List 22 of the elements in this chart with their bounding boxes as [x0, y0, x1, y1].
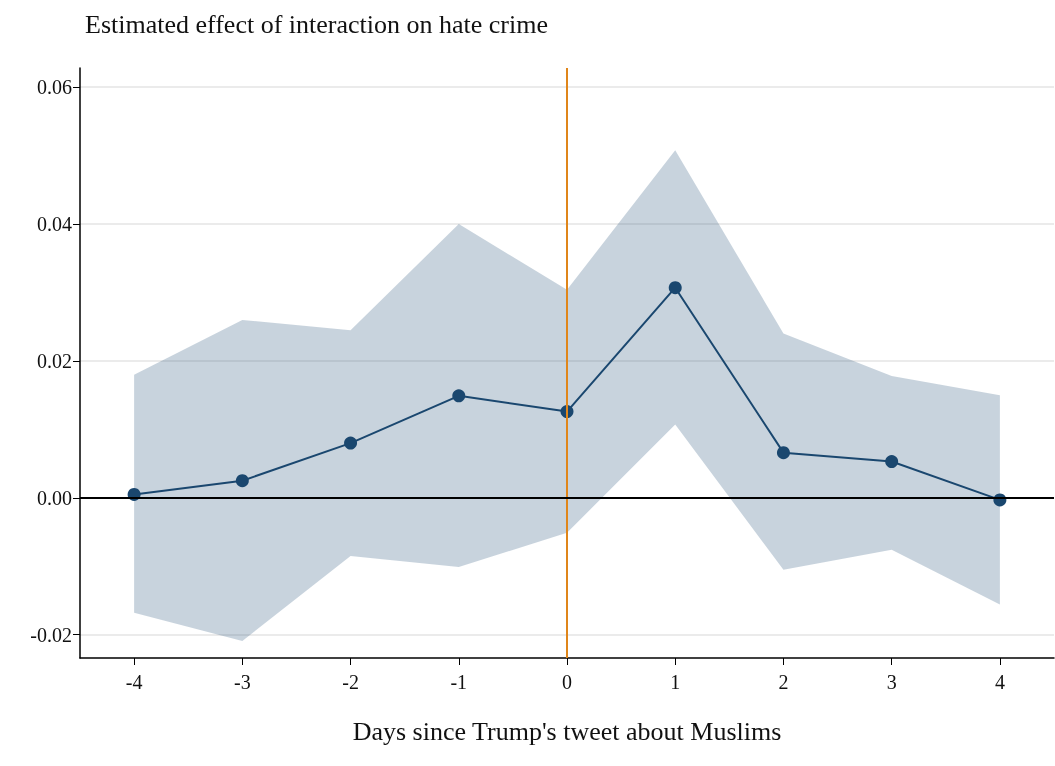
y-tick-label: 0.02: [37, 349, 72, 372]
x-tick-label: 4: [994, 671, 1005, 693]
x-tick-label: 0: [562, 671, 572, 693]
y-tick-label: 0.06: [37, 76, 72, 99]
x-tick-label: 1: [670, 671, 681, 693]
point: [344, 436, 358, 450]
y-tick-label: 0.04: [37, 213, 72, 236]
y-tick-label: 0.00: [37, 486, 72, 509]
x-tick-label: 2: [778, 671, 789, 693]
point: [885, 455, 899, 469]
x-tick-label: -1: [450, 671, 468, 693]
point: [235, 474, 249, 488]
point: [776, 446, 790, 460]
point: [668, 281, 682, 295]
x-tick-label: -4: [125, 671, 143, 693]
y-tick-label: -0.02: [30, 623, 72, 646]
chart-title: Estimated effect of interaction on hate crime: [85, 9, 548, 39]
x-tick-label: -2: [342, 671, 359, 693]
x-tick-label: 3: [886, 671, 897, 693]
point: [452, 389, 466, 403]
x-tick-label: -3: [234, 671, 251, 693]
x-axis-title: Days since Trump's tweet about Muslims: [352, 716, 782, 746]
